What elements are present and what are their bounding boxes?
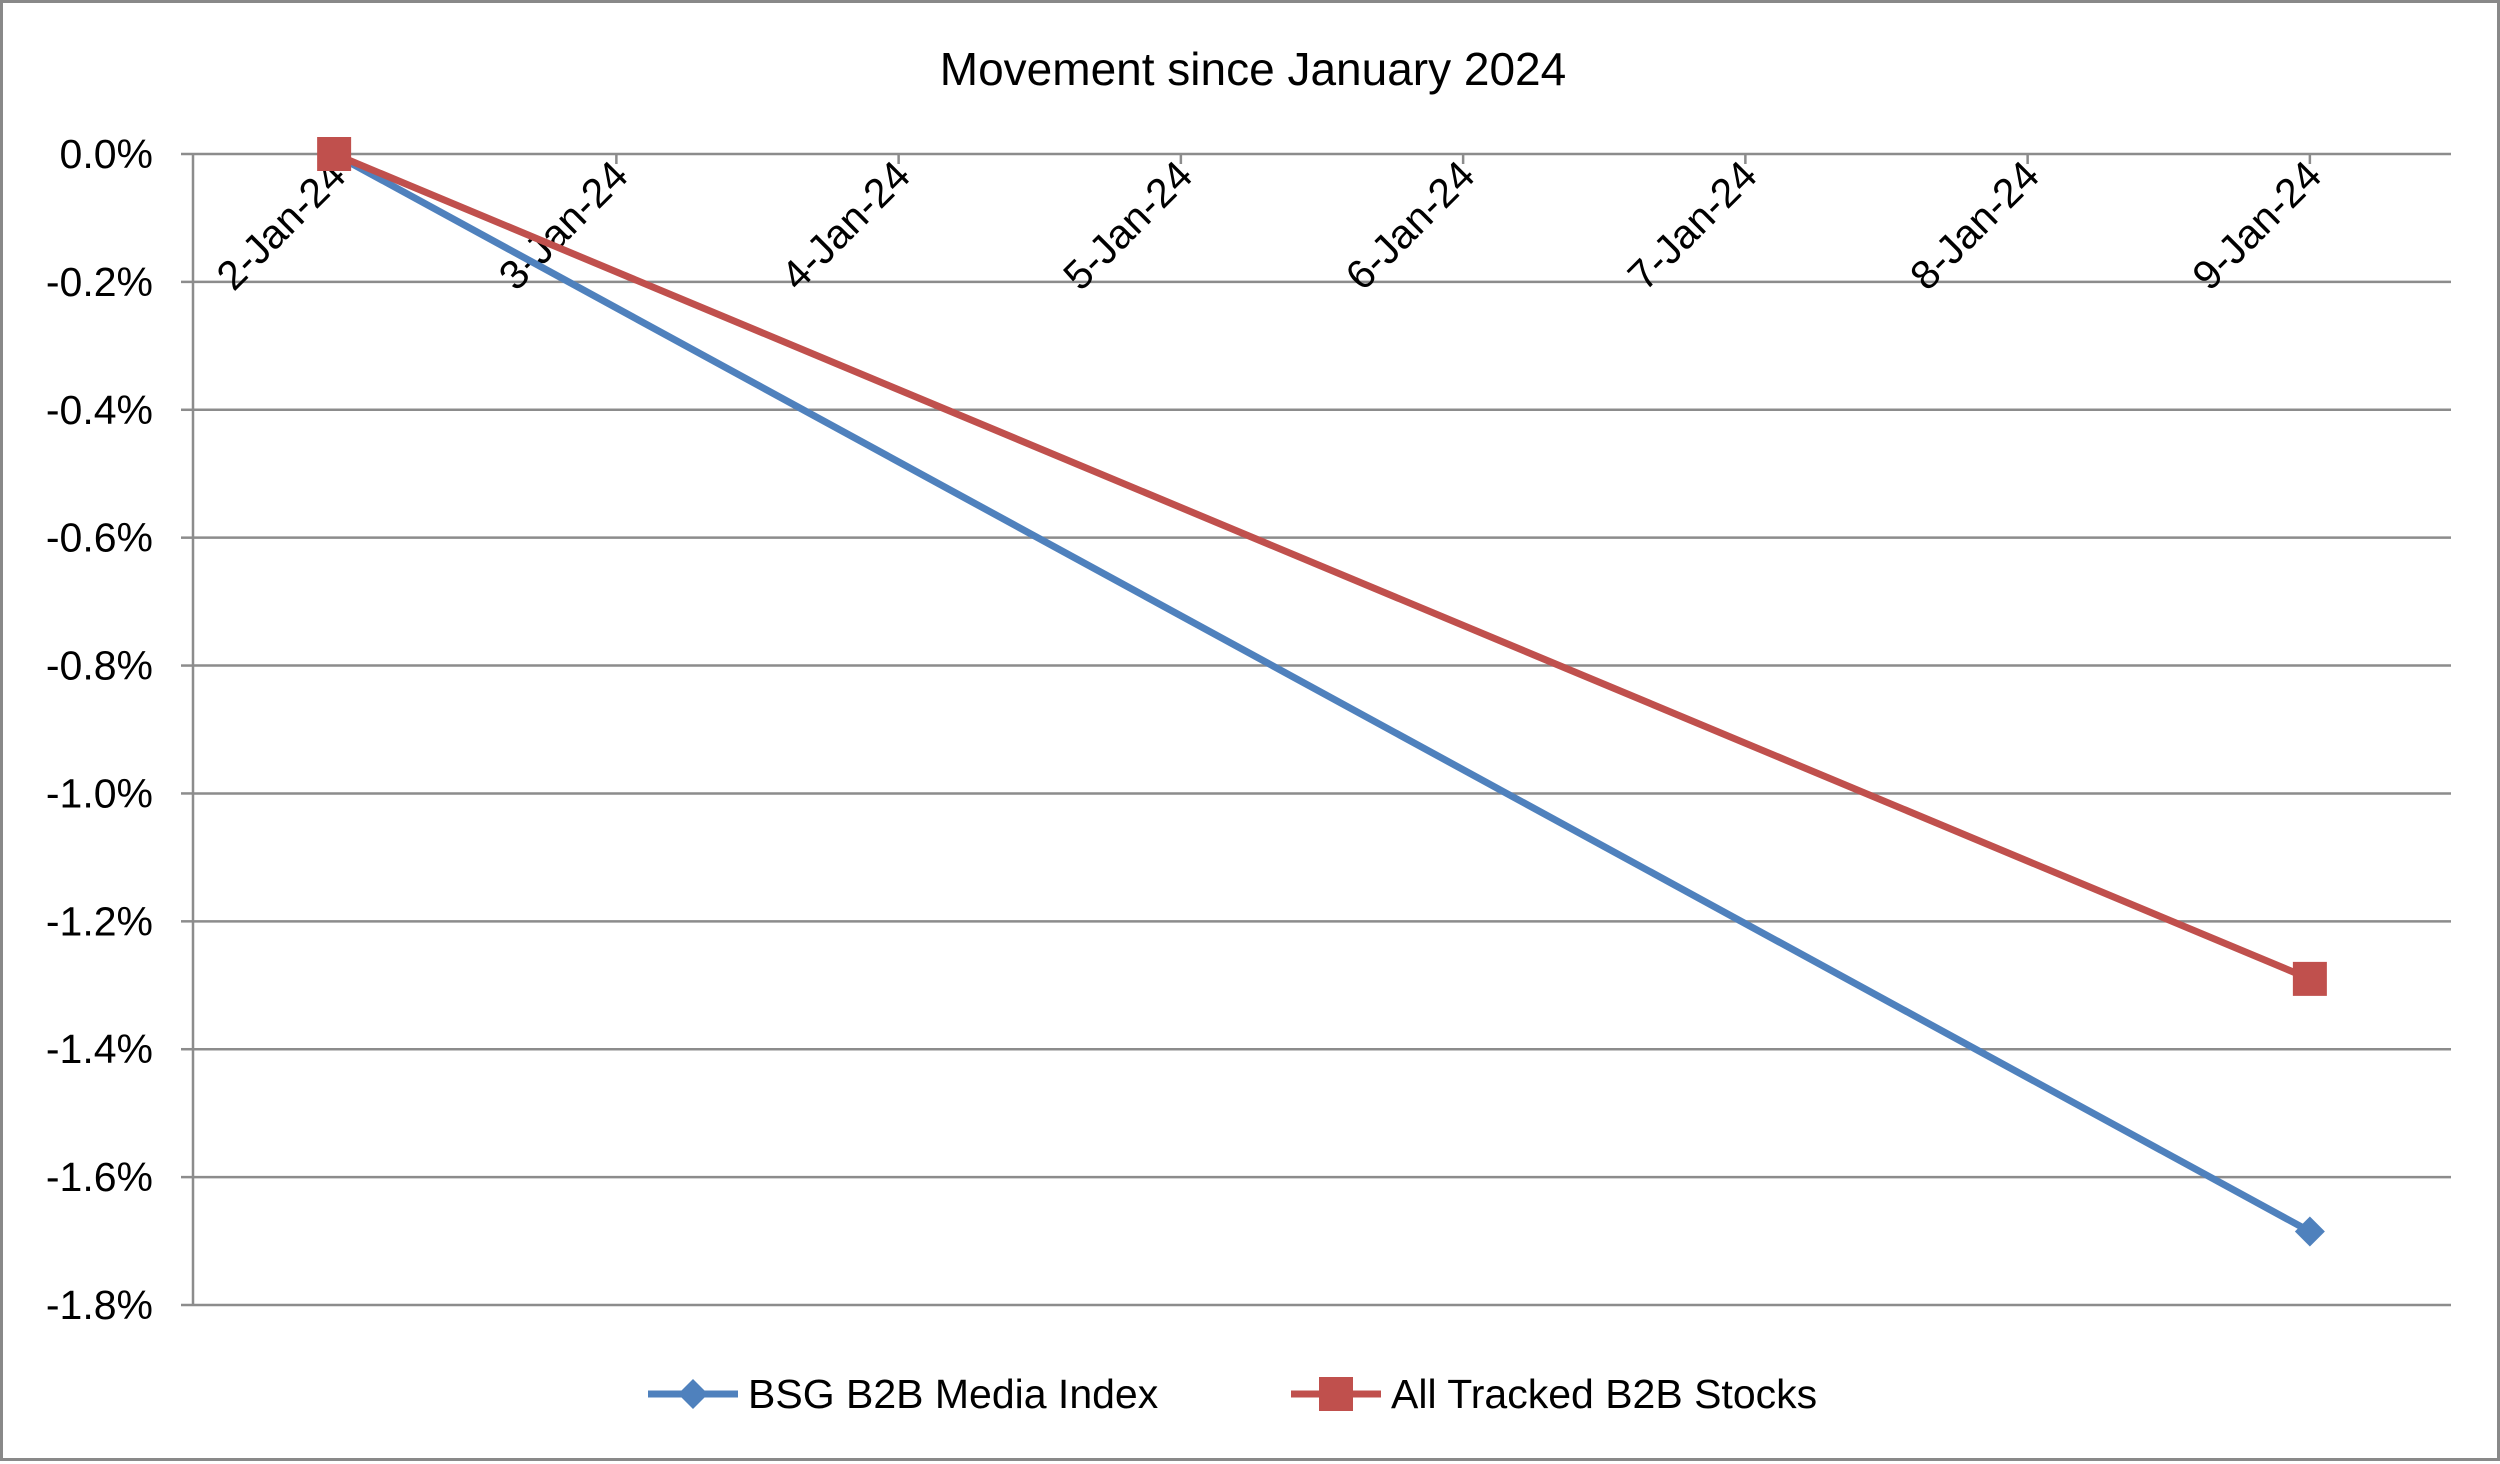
y-tick-label: -0.6%: [46, 515, 153, 561]
y-tick-label: -0.8%: [46, 643, 153, 689]
data-point-marker: [2292, 961, 2327, 996]
line-chart: Movement since January 2024 0.0% -0.2% -0.…: [46, 43, 2451, 1417]
legend-marker: [678, 1379, 708, 1409]
y-tick-label: -1.6%: [46, 1154, 153, 1200]
data-point-marker: [2294, 1216, 2325, 1247]
y-tick-label: -1.8%: [46, 1282, 153, 1328]
data-series: [317, 137, 2327, 1247]
x-tick-label: 2-Jan-24: [208, 152, 355, 299]
legend-label: All Tracked B2B Stocks: [1391, 1371, 1817, 1417]
y-tick-label: -1.4%: [46, 1026, 153, 1072]
legend-marker: [1319, 1377, 1353, 1411]
x-tick-label: 5-Jan-24: [1054, 152, 1201, 299]
data-point-marker: [317, 137, 352, 171]
axes: [181, 152, 2312, 1307]
x-tick-label: 9-Jan-24: [2183, 152, 2330, 299]
y-tick-label: 0.0%: [60, 131, 153, 177]
gridlines: [193, 152, 2451, 1307]
chart-title: Movement since January 2024: [940, 43, 1566, 95]
x-axis-ticks: 2-Jan-24 3-Jan-24 4-Jan-24 5-Jan-24 6-Jan-24…: [208, 152, 2331, 299]
y-tick-label: -0.4%: [46, 387, 153, 433]
series-line-2: [332, 150, 2312, 983]
x-tick-label: 8-Jan-24: [1901, 152, 2048, 299]
y-tick-label: -1.0%: [46, 770, 153, 816]
y-axis-ticks: 0.0% -0.2% -0.4% -0.6% -0.8% -1.0% -1.2% -1.4% -…: [46, 131, 153, 1328]
x-tick-label: 4-Jan-24: [772, 152, 919, 299]
x-tick-label: 6-Jan-24: [1337, 152, 1484, 299]
y-tick-label: -0.2%: [46, 259, 153, 305]
x-tick-label: 7-Jan-24: [1619, 152, 1766, 299]
y-tick-label: -1.2%: [46, 898, 153, 944]
legend: BSG B2B Media Index All Tracked B2B Stock…: [648, 1371, 1817, 1417]
series-line-1: [332, 150, 2312, 1235]
legend-label: BSG B2B Media Index: [748, 1371, 1159, 1417]
